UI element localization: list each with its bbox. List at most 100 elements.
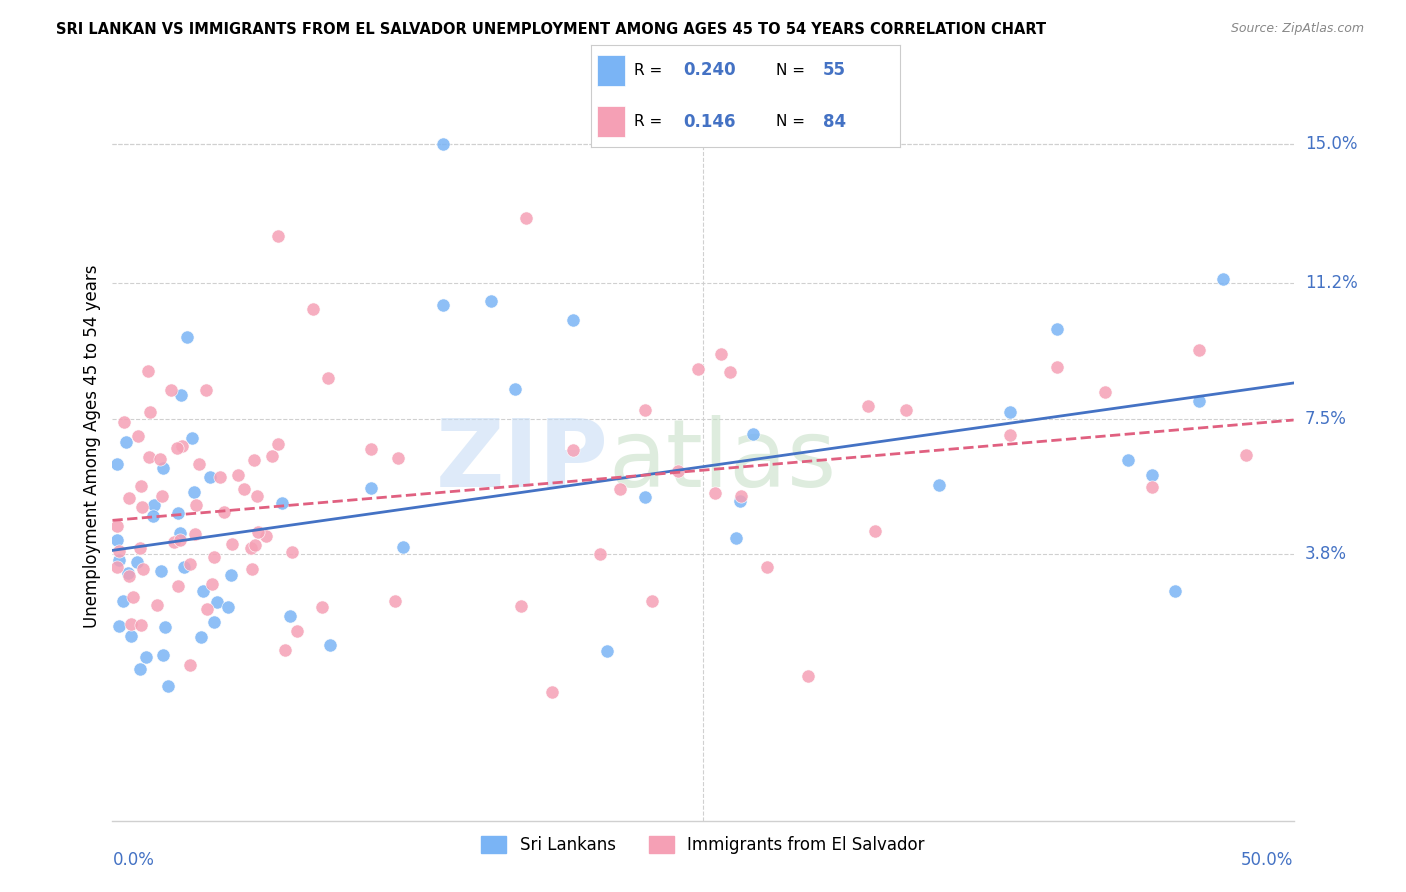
- Point: [226, 468, 249, 483]
- Point: [720, 365, 742, 379]
- Point: [256, 529, 278, 543]
- Point: [319, 638, 342, 652]
- Point: [131, 618, 153, 632]
- Point: [152, 461, 174, 475]
- Text: SRI LANKAN VS IMMIGRANTS FROM EL SALVADOR UNEMPLOYMENT AMONG AGES 45 TO 54 YEARS: SRI LANKAN VS IMMIGRANTS FROM EL SALVADO…: [56, 22, 1046, 37]
- Point: [510, 599, 533, 613]
- Point: [1046, 360, 1069, 375]
- Point: [503, 382, 526, 396]
- Point: [114, 435, 136, 450]
- Point: [274, 643, 297, 657]
- Point: [391, 540, 413, 554]
- Point: [169, 533, 191, 548]
- Point: [1188, 343, 1211, 358]
- Point: [139, 404, 162, 418]
- Point: [131, 500, 153, 514]
- Point: [730, 489, 752, 503]
- Text: N =: N =: [776, 62, 806, 78]
- Point: [728, 494, 751, 508]
- Point: [896, 402, 918, 417]
- Point: [108, 544, 131, 558]
- Point: [176, 329, 198, 343]
- Point: [221, 537, 243, 551]
- Point: [166, 579, 188, 593]
- Point: [515, 211, 537, 225]
- Point: [1164, 583, 1187, 598]
- Point: [170, 439, 193, 453]
- Point: [152, 648, 174, 663]
- Point: [262, 449, 284, 463]
- Point: [108, 619, 131, 633]
- Text: N =: N =: [776, 114, 806, 129]
- Point: [202, 550, 225, 565]
- Point: [108, 552, 131, 566]
- Text: 7.5%: 7.5%: [1305, 409, 1347, 427]
- Point: [150, 564, 173, 578]
- Point: [129, 479, 152, 493]
- Point: [311, 599, 333, 614]
- Text: R =: R =: [634, 62, 662, 78]
- Point: [205, 595, 228, 609]
- Point: [120, 616, 142, 631]
- Point: [200, 470, 222, 484]
- Legend: Sri Lankans, Immigrants from El Salvador: Sri Lankans, Immigrants from El Salvador: [475, 830, 931, 861]
- Point: [856, 399, 879, 413]
- Point: [281, 545, 304, 559]
- Point: [153, 620, 176, 634]
- Point: [169, 525, 191, 540]
- Point: [432, 137, 454, 152]
- Point: [127, 429, 149, 443]
- Point: [184, 526, 207, 541]
- Point: [146, 598, 169, 612]
- Point: [120, 629, 142, 643]
- Point: [998, 405, 1021, 419]
- Point: [202, 615, 225, 629]
- Point: [1140, 468, 1163, 483]
- Point: [541, 685, 564, 699]
- Text: 0.0%: 0.0%: [112, 851, 155, 869]
- Point: [724, 531, 747, 545]
- Point: [194, 383, 217, 397]
- Point: [121, 591, 143, 605]
- Point: [105, 457, 128, 471]
- Point: [191, 583, 214, 598]
- Point: [360, 442, 382, 456]
- Point: [666, 464, 689, 478]
- Point: [302, 301, 325, 316]
- Point: [105, 519, 128, 533]
- Point: [242, 453, 264, 467]
- Point: [998, 427, 1021, 442]
- Point: [243, 538, 266, 552]
- Point: [166, 506, 188, 520]
- Point: [142, 509, 165, 524]
- Point: [217, 600, 239, 615]
- Text: 55: 55: [823, 62, 845, 79]
- Point: [1140, 481, 1163, 495]
- Point: [688, 362, 710, 376]
- Point: [562, 443, 585, 458]
- Text: 11.2%: 11.2%: [1305, 275, 1357, 293]
- Point: [131, 562, 153, 576]
- Text: 3.8%: 3.8%: [1305, 545, 1347, 563]
- FancyBboxPatch shape: [596, 106, 624, 137]
- Point: [278, 609, 301, 624]
- Text: 0.240: 0.240: [683, 62, 735, 79]
- Point: [187, 457, 209, 471]
- Point: [863, 524, 886, 539]
- Point: [240, 562, 263, 576]
- Point: [117, 566, 139, 581]
- Point: [112, 416, 135, 430]
- Point: [156, 679, 179, 693]
- Point: [118, 568, 141, 582]
- Point: [1188, 393, 1211, 408]
- Point: [1046, 322, 1069, 336]
- Point: [710, 347, 733, 361]
- Point: [634, 403, 657, 417]
- Point: [181, 432, 204, 446]
- Point: [169, 388, 191, 402]
- Text: atlas: atlas: [609, 415, 837, 507]
- Point: [112, 593, 135, 607]
- Point: [633, 491, 655, 505]
- Point: [128, 662, 150, 676]
- Point: [219, 568, 242, 582]
